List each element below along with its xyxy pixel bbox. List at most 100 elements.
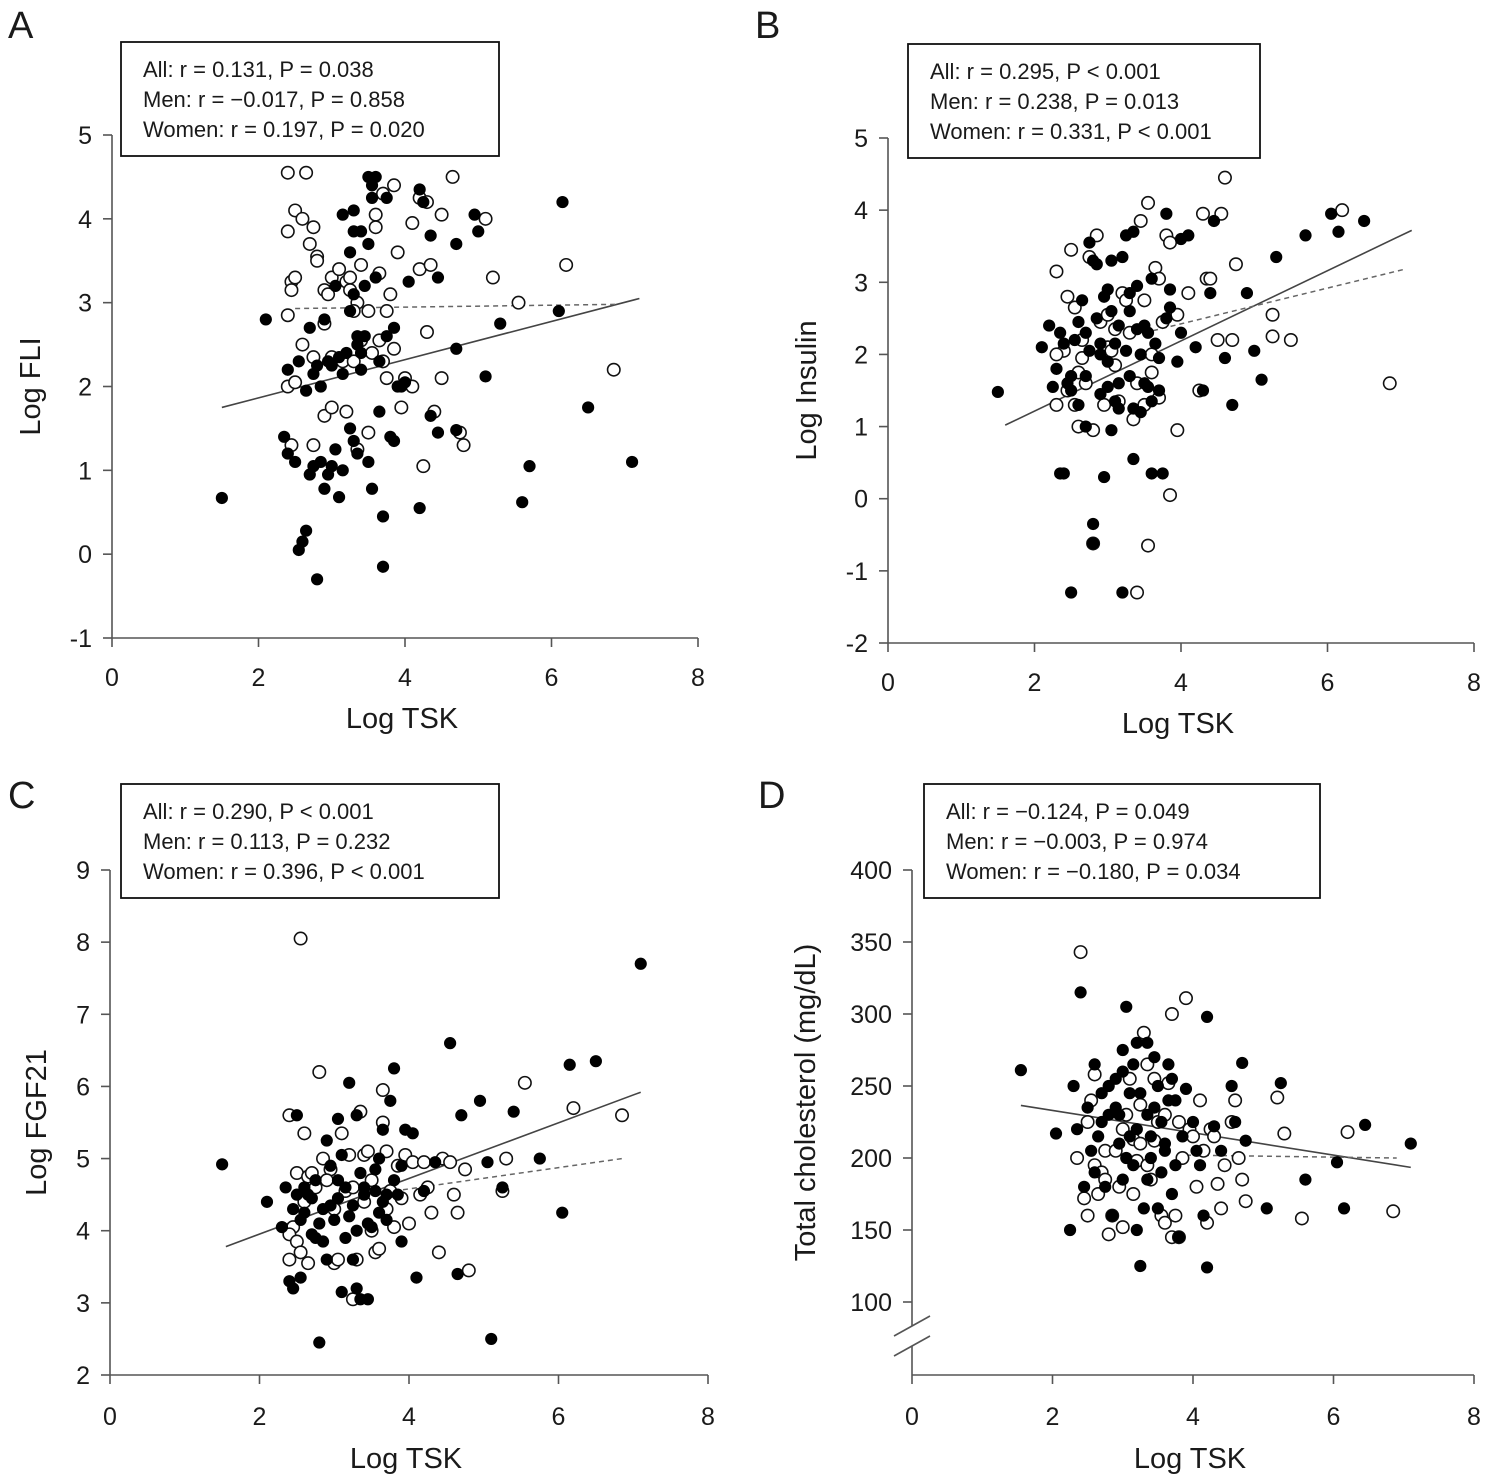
point-men	[309, 1174, 322, 1187]
point-men	[1160, 312, 1173, 325]
point-men	[1137, 1202, 1150, 1215]
point-men	[450, 342, 463, 355]
point-men	[552, 304, 565, 318]
point-men	[1095, 1115, 1108, 1129]
point-men	[1404, 1137, 1417, 1150]
point-men	[1225, 1079, 1238, 1093]
point-men	[376, 560, 390, 573]
point-men	[376, 1123, 389, 1136]
point-women	[379, 371, 394, 386]
point-men	[413, 501, 426, 515]
point-women	[288, 270, 303, 285]
point-men	[1127, 1159, 1140, 1172]
point-men	[1127, 1058, 1140, 1071]
point-men	[1155, 1115, 1168, 1129]
point-men	[1196, 384, 1210, 397]
point-women	[293, 931, 308, 946]
point-women	[443, 1155, 458, 1170]
point-men	[1085, 1144, 1098, 1157]
point-men	[281, 363, 294, 376]
point-men	[1190, 1144, 1203, 1157]
y-tick-label: 1	[78, 457, 92, 485]
point-men	[339, 1181, 352, 1194]
point-men	[451, 1267, 464, 1281]
point-men	[365, 191, 379, 204]
point-men	[1200, 1010, 1214, 1023]
x-tick-label: 6	[552, 1403, 566, 1431]
regression-line-dashed	[1144, 268, 1405, 334]
point-men	[1101, 283, 1114, 296]
point-men	[347, 204, 360, 217]
point-men	[1160, 207, 1173, 220]
point-men	[1130, 1123, 1143, 1136]
stats-box	[120, 41, 500, 157]
point-men	[358, 1181, 371, 1194]
point-men	[1200, 1261, 1214, 1274]
point-women	[319, 1173, 334, 1188]
point-women	[1064, 242, 1079, 257]
point-women	[424, 1205, 439, 1220]
point-men	[533, 1152, 546, 1165]
point-women	[324, 400, 339, 415]
point-men	[1054, 326, 1067, 339]
x-axis-title: Log TSK	[1134, 1443, 1247, 1475]
point-men	[1165, 1072, 1179, 1085]
point-men	[1068, 333, 1081, 347]
y-tick-label: 400	[850, 857, 892, 885]
point-men	[287, 1202, 300, 1216]
point-men	[376, 510, 390, 523]
y-tick-label: 7	[76, 1001, 90, 1029]
point-men	[305, 1192, 318, 1205]
point-women	[416, 459, 431, 474]
point-men	[1169, 1159, 1182, 1172]
point-men	[373, 1206, 386, 1219]
point-men	[1108, 337, 1122, 350]
point-men	[391, 1188, 404, 1201]
point-men	[361, 1217, 374, 1230]
point-men	[260, 1195, 274, 1208]
point-men	[1112, 402, 1125, 415]
point-women	[419, 325, 434, 340]
point-women	[282, 1252, 297, 1267]
point-men	[1088, 1166, 1101, 1179]
axis-break-mark	[893, 1335, 931, 1357]
stats-line: All: r = 0.295, P < 0.001	[930, 59, 1161, 84]
point-women	[1073, 945, 1088, 960]
point-men	[1204, 287, 1217, 300]
point-women	[461, 1263, 476, 1278]
point-men	[1049, 1127, 1063, 1140]
point-women	[321, 287, 336, 302]
point-men	[1120, 1151, 1133, 1165]
y-tick-label: 1	[854, 414, 868, 442]
point-men	[444, 1037, 457, 1050]
point-women	[456, 438, 471, 453]
point-men	[1229, 1115, 1242, 1129]
point-men	[1145, 467, 1158, 480]
point-men	[307, 367, 320, 381]
point-men	[1270, 250, 1283, 264]
point-men	[563, 1058, 576, 1071]
point-men	[1186, 1115, 1200, 1129]
point-men	[1105, 305, 1118, 318]
point-women	[280, 308, 295, 323]
point-women	[1228, 1093, 1243, 1108]
point-men	[395, 1235, 408, 1248]
point-women	[383, 287, 398, 302]
point-women	[615, 1108, 630, 1123]
point-men	[472, 225, 485, 238]
point-men	[455, 1109, 468, 1122]
point-women	[1157, 1215, 1172, 1230]
point-men	[625, 455, 639, 469]
point-men	[1144, 1151, 1157, 1165]
point-men	[1130, 1223, 1143, 1237]
stats-line: Women: r = 0.331, P < 0.001	[930, 119, 1212, 144]
point-women	[1163, 235, 1178, 250]
point-men	[343, 1076, 356, 1089]
y-tick-label: 8	[76, 929, 90, 957]
point-men	[431, 271, 445, 284]
point-men	[350, 1282, 363, 1295]
point-men	[1299, 229, 1312, 242]
x-tick-label: 2	[1028, 669, 1042, 697]
point-women	[390, 245, 405, 260]
point-men	[1014, 1064, 1027, 1077]
